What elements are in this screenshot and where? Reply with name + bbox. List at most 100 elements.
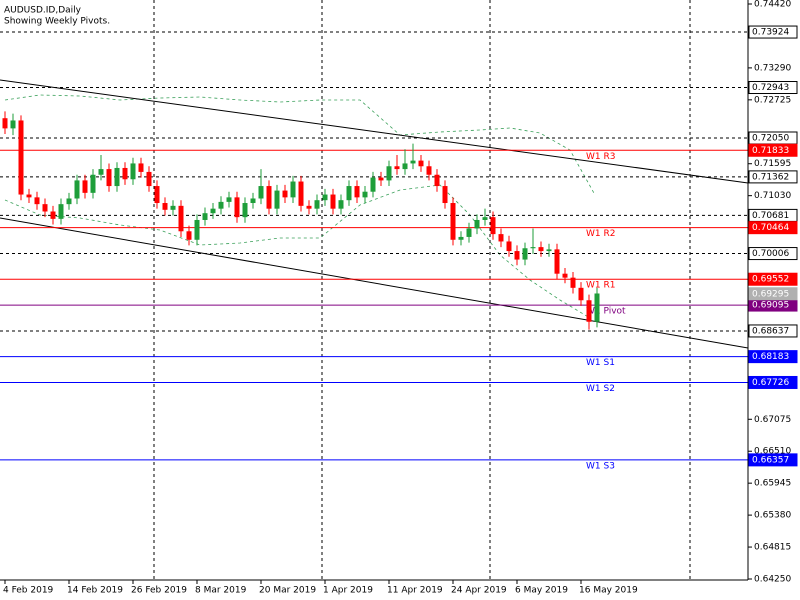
- candle-body: [330, 194, 336, 209]
- candle-body: [154, 186, 160, 204]
- candle-body: [138, 163, 144, 172]
- candle-body: [538, 247, 544, 252]
- pivot-name: W1 R1: [586, 281, 615, 291]
- candle-body: [578, 287, 584, 301]
- current-price-label: 0.69295: [752, 289, 789, 299]
- candle-body: [194, 219, 200, 240]
- candle-body: [178, 205, 184, 232]
- trend-line-upper: [0, 79, 749, 184]
- y-tick-label: 0.64815: [754, 543, 791, 553]
- candle-body: [322, 194, 328, 201]
- price-line-box: [748, 247, 798, 261]
- pivot-name: W1 S1: [586, 358, 615, 368]
- candle-body: [98, 169, 104, 175]
- candle-body: [450, 203, 456, 240]
- candle-body: [530, 247, 536, 249]
- x-tick-label: 24 Apr 2019: [451, 586, 507, 596]
- candle-body: [26, 194, 32, 198]
- axis-labels: 0.74420 0.73290 0.72725 0.71595 0.71030 0.670…: [3, 0, 798, 596]
- candle-body: [522, 248, 528, 260]
- price-line-label: 0.72050: [752, 133, 789, 143]
- candle-body: [338, 200, 344, 209]
- candle-body: [586, 300, 592, 322]
- price-line-label: 0.70006: [752, 249, 789, 259]
- candle-body: [114, 167, 120, 187]
- pivot-name: W1 S3: [586, 461, 615, 471]
- candle-body: [74, 180, 80, 199]
- candle-body: [162, 203, 168, 210]
- candle-body: [570, 277, 576, 288]
- pivot-name: W1 R2: [586, 229, 615, 239]
- x-tick-label: 1 Apr 2019: [323, 586, 373, 596]
- y-tick-label: 0.64250: [754, 575, 791, 585]
- candle-body: [90, 174, 96, 193]
- candle-body: [562, 273, 568, 278]
- candle-body: [58, 204, 64, 219]
- candle-body: [18, 120, 24, 195]
- pivot-name: W1 S2: [586, 384, 615, 394]
- y-tick-label: 0.73290: [754, 63, 791, 73]
- candle-body: [290, 181, 296, 198]
- price-line-label: 0.70681: [752, 211, 789, 221]
- price-line-label: 0.71362: [752, 172, 789, 182]
- candle-body: [146, 171, 152, 187]
- pivot-label: 0.68183: [752, 352, 789, 362]
- candle-body: [434, 174, 440, 187]
- candle-body: [474, 219, 480, 229]
- trend-line-lower: [0, 217, 749, 349]
- x-tick-label: 4 Feb 2019: [3, 586, 54, 596]
- candle-body: [314, 200, 320, 209]
- x-tick-label: 14 Feb 2019: [67, 586, 123, 596]
- price-line-label: 0.68637: [752, 326, 789, 336]
- envelope-upper: [4, 94, 596, 196]
- candle-body: [362, 191, 368, 198]
- candle-body: [370, 177, 376, 192]
- candle-body: [354, 186, 360, 198]
- candle-body: [66, 198, 72, 205]
- candle-body: [418, 160, 424, 167]
- price-line-label: 0.73924: [752, 28, 789, 38]
- y-tick-label: 0.65945: [754, 479, 791, 489]
- pivot-name: W1 R3: [586, 152, 615, 162]
- x-tick-label: 26 Feb 2019: [131, 586, 187, 596]
- y-tick-label: 0.67075: [754, 415, 791, 425]
- candle-body: [554, 249, 560, 274]
- pivot-label: 0.67726: [752, 378, 789, 388]
- candle-body: [42, 204, 48, 212]
- candle-body: [242, 203, 248, 218]
- candle-body: [410, 160, 416, 164]
- x-tick-label: 8 Mar 2019: [195, 586, 247, 596]
- x-tick-label: 16 May 2019: [579, 586, 638, 596]
- chart-subtitle: Showing Weekly Pivots.: [4, 17, 110, 27]
- candle-body: [594, 293, 600, 322]
- candle-body: [34, 197, 40, 205]
- candle-body: [2, 118, 8, 129]
- y-tick-label: 0.66510: [754, 447, 791, 457]
- candle-body: [106, 169, 112, 187]
- price-line-box: [748, 324, 798, 338]
- candle-body: [258, 186, 264, 199]
- candle-body: [186, 231, 192, 240]
- x-tick-label: 20 Mar 2019: [259, 586, 316, 596]
- candle-body: [386, 166, 392, 181]
- pivot-box: [748, 375, 798, 389]
- x-tick-label: 11 Apr 2019: [387, 586, 443, 596]
- candle-body: [282, 190, 288, 198]
- levels: W1 R3 W1 R2 W1 R1 W1 Pivot W1 S1 W1 S2 W1 S3: [0, 31, 748, 471]
- vertical-lines: [153, 0, 691, 580]
- candle-body: [202, 213, 208, 220]
- y-tick-label: 0.71030: [754, 191, 791, 201]
- candle-body: [50, 211, 56, 219]
- price-line-label: 0.72943: [752, 83, 789, 93]
- candle-body: [266, 186, 272, 209]
- candle-body: [466, 228, 472, 237]
- y-tick-label: 0.71595: [754, 159, 791, 169]
- candle-body: [306, 205, 312, 209]
- candle-body: [130, 163, 136, 180]
- pivot-box: [748, 272, 798, 286]
- pivot-label: 0.71833: [752, 146, 789, 156]
- pivot-box: [748, 221, 798, 235]
- current-price-box: [748, 287, 798, 301]
